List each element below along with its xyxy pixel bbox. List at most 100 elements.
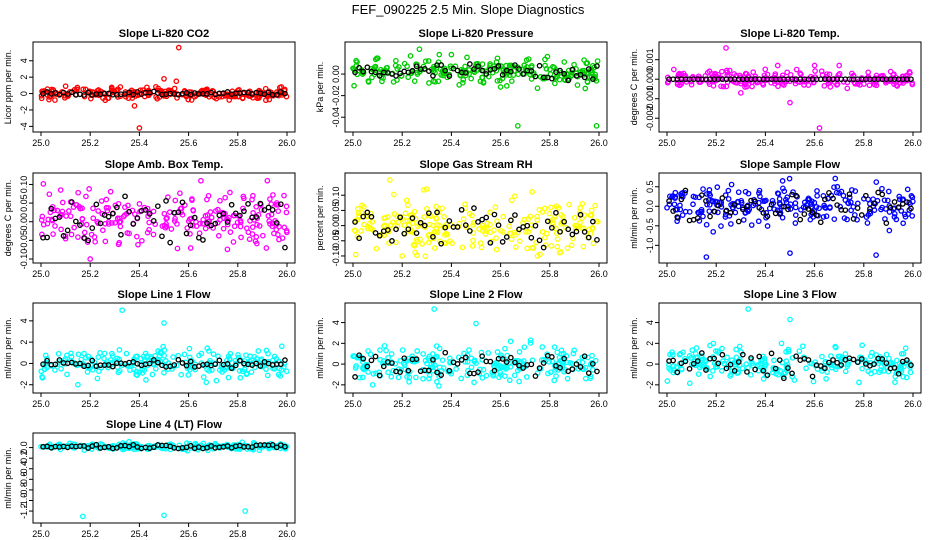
mean-point [471,205,477,211]
sample-point [846,194,853,201]
sample-point [352,251,359,258]
mean-point [723,207,730,214]
sample-point [420,187,427,193]
mean-point [73,218,79,225]
sample-point [90,215,97,222]
mean-point [594,368,600,375]
mean-point [711,208,718,215]
mean-point [224,219,231,225]
sample-point [466,347,472,353]
sample-point [412,249,419,256]
mean-point [674,369,681,376]
sample-point [900,373,907,380]
plot-frame [658,302,922,394]
mean-point [352,219,358,225]
sample-point [499,75,506,82]
sample-point [710,82,717,89]
sample-point [163,215,170,222]
sample-point [256,447,263,454]
mean-point [352,374,358,380]
sample-point [381,215,387,222]
sample-point [772,72,778,79]
sample-point [542,234,548,241]
sample-point [267,196,273,202]
mean-point [548,224,555,231]
mean-point [871,361,877,367]
sample-point [102,238,109,245]
sample-point [823,213,830,220]
mean-point [175,209,182,216]
sample-point [812,68,818,74]
sample-point [426,80,432,86]
sample-point [702,357,708,364]
x-tick-label: 25.2 [707,269,725,279]
sample-point [269,223,276,230]
sample-point [91,234,98,240]
y-tick-label: 0.00 [331,65,341,83]
mean-point [589,360,596,367]
mean-point [507,68,514,75]
x-tick-label: 26.0 [278,529,296,539]
y-tick-label: -2 [331,381,341,389]
mean-point [85,237,92,244]
mean-point [183,230,190,237]
sample-point [112,219,118,226]
sample-point [791,377,798,383]
sample-point [814,192,820,199]
sample-point [670,66,677,73]
sample-point [527,340,534,346]
sample-point [433,215,440,222]
sample-point [689,347,696,353]
mean-point [44,234,51,241]
mean-point [764,213,771,220]
sample-point [478,244,485,251]
sample-point [672,194,679,200]
sample-point [762,66,769,73]
mean-point [360,213,367,220]
mean-point [589,218,596,225]
y-tick-label: 0 [331,362,341,367]
sample-point [792,220,799,226]
sample-point [431,245,438,251]
sample-point [204,345,211,352]
mean-point [265,204,272,211]
mean-point [793,192,800,199]
mean-point [512,62,518,68]
mean-point [789,370,795,377]
sample-point [259,232,266,239]
x-tick-label: 25.6 [806,269,824,279]
mean-point [364,209,371,216]
mean-point [548,75,555,82]
chart-title: Slope Line 3 Flow [744,289,837,301]
sample-point [500,213,507,220]
sample-point [360,204,367,210]
sample-point [774,190,781,197]
sample-point [553,203,560,210]
sample-point [709,197,715,204]
mean-point [536,365,543,371]
mean-point [711,355,718,362]
mean-point [442,349,449,356]
mean-point [40,361,46,368]
plot-frame [658,41,922,133]
sample-point [848,207,854,214]
sample-point [202,225,209,232]
sample-point [827,205,833,211]
sample-point [283,368,290,375]
mean-point [674,214,681,220]
mean-point [356,352,362,359]
sample-point [216,367,223,373]
sample-point [529,189,536,195]
sample-point [852,188,859,194]
sample-point [413,236,420,243]
sample-point [446,355,453,362]
sample-point [883,351,890,358]
mean-point [85,362,92,369]
sample-point [471,379,477,386]
sample-point [892,373,899,380]
sample-point [146,219,153,226]
sample-point [909,194,916,201]
mean-point [364,64,371,71]
y-tick-label: -0.4 [19,461,29,477]
mean-point [397,369,403,375]
